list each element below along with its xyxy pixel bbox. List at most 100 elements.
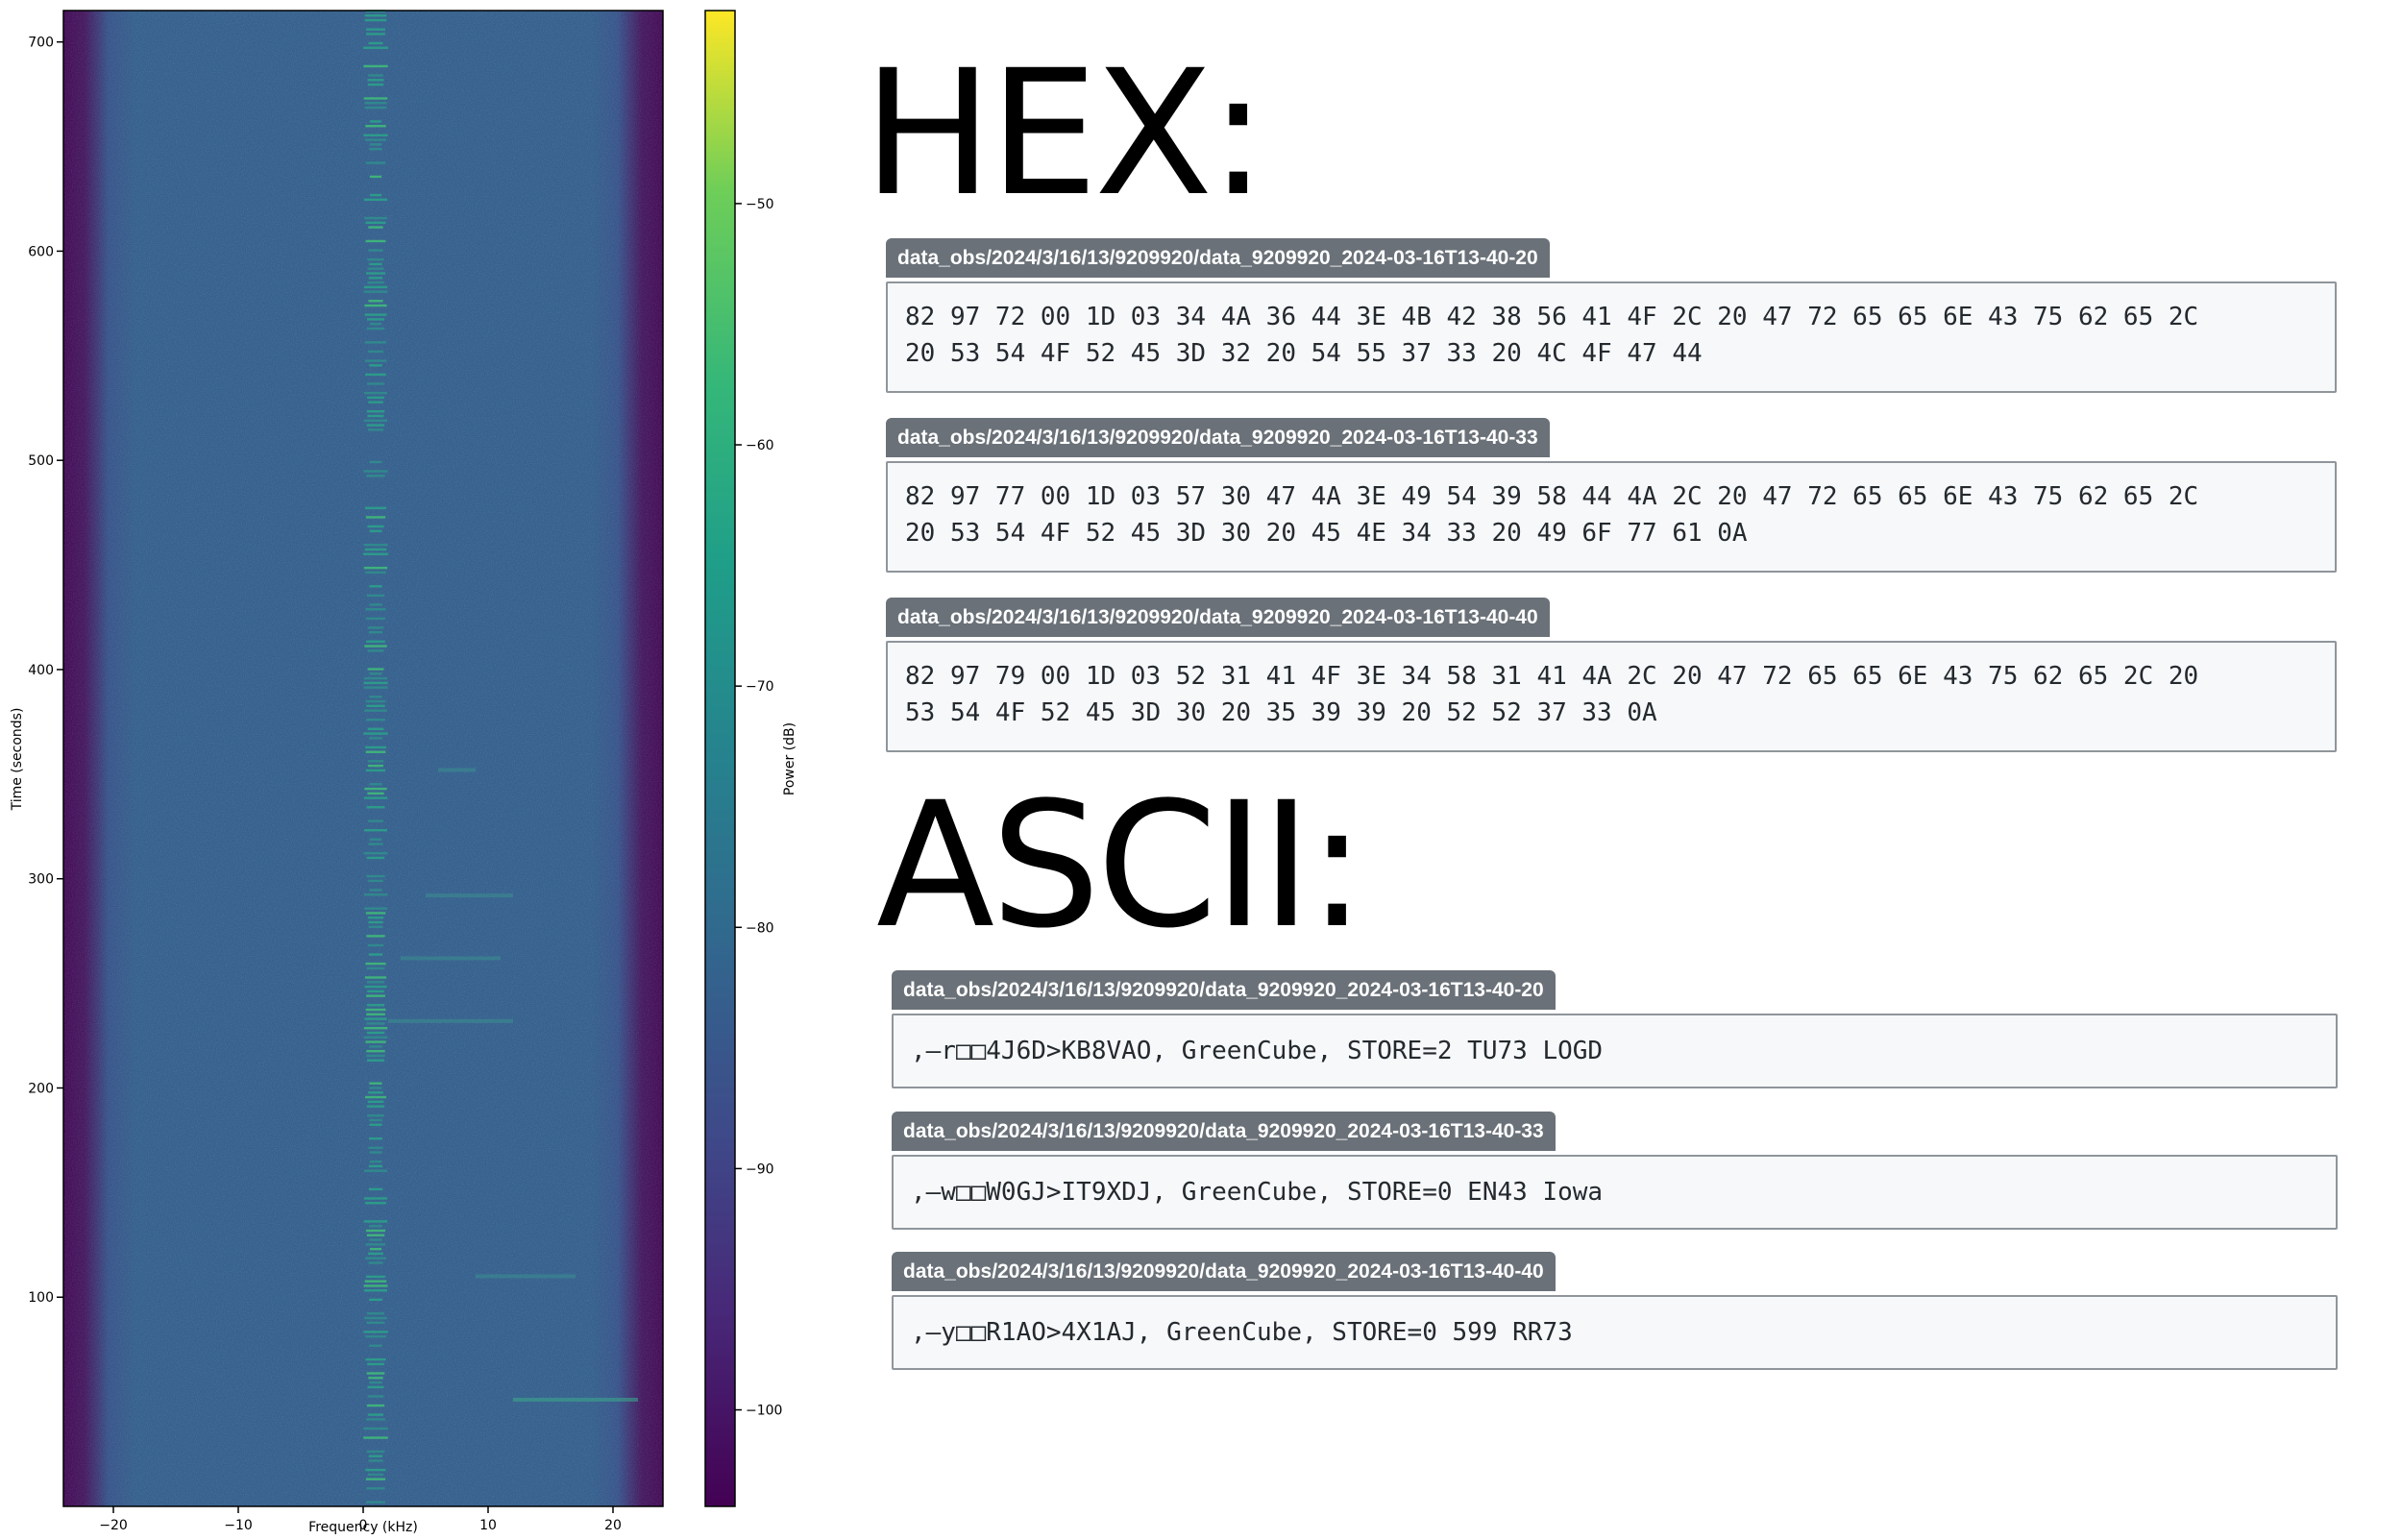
center-line-dash <box>368 925 383 928</box>
colorbar-label: Power (dB) <box>782 722 797 795</box>
center-line-dash <box>363 391 388 395</box>
center-line-dash <box>363 285 388 289</box>
center-line-dash <box>365 608 386 611</box>
center-line-dash <box>364 709 387 712</box>
center-line-dash <box>366 704 385 708</box>
center-line-dash <box>368 41 383 45</box>
center-line-dash <box>365 912 386 915</box>
center-line-dash <box>364 304 387 307</box>
center-line-dash <box>363 46 388 49</box>
center-line-dash <box>366 966 385 970</box>
center-line-dash <box>367 917 384 919</box>
center-line-dash <box>369 737 382 740</box>
center-line-dash <box>366 1013 385 1016</box>
center-line-dash <box>369 1045 382 1048</box>
center-line-dash <box>369 1123 382 1127</box>
center-line-dash <box>366 594 385 598</box>
center-line-dash <box>368 350 383 354</box>
center-line-dash <box>368 300 383 303</box>
center-line-dash <box>364 645 387 648</box>
colorbar-tick-label: −100 <box>746 1404 782 1419</box>
colorbar: −50 −60 −70 −80 −90 −100 Power (dB) <box>704 10 797 1507</box>
center-line-dash <box>364 787 387 791</box>
spectrogram-plot <box>62 10 664 1507</box>
center-line-dash <box>369 696 382 698</box>
center-line-dash <box>367 267 384 270</box>
x-tick-label: −20 <box>99 1518 128 1533</box>
hex-entry-3-code[interactable]: 82 97 79 00 1D 03 52 31 41 4F 3E 34 58 3… <box>886 641 2337 752</box>
center-line-dash <box>365 516 386 519</box>
ascii-entry-3-code[interactable]: ,—y□□R1AO>4X1AJ, GreenCube, STORE=0 599 … <box>892 1295 2338 1370</box>
center-line-dash <box>365 1257 386 1259</box>
center-line-dash <box>366 28 385 31</box>
ascii-entry-1-path: data_obs/2024/3/16/13/9209920/data_92099… <box>892 970 1556 1010</box>
center-line-dash <box>369 120 382 123</box>
center-line-dash <box>363 732 388 735</box>
center-line-dash <box>365 699 386 703</box>
center-line-dash <box>366 475 385 477</box>
center-line-dash <box>366 1487 385 1490</box>
center-line-dash <box>367 626 384 629</box>
center-line-dash <box>368 1164 383 1168</box>
center-line-dash <box>369 147 382 151</box>
center-line-dash <box>369 783 382 786</box>
center-line-dash <box>365 1478 386 1480</box>
center-line-dash <box>367 428 384 431</box>
center-line-dash <box>363 681 388 685</box>
center-line-dash <box>368 74 383 77</box>
hex-entry-2-code[interactable]: 82 97 77 00 1D 03 57 30 47 4A 3E 49 54 3… <box>886 461 2337 573</box>
center-line-dash <box>369 193 382 197</box>
y-tick-label: 400 <box>28 663 54 678</box>
y-tick-label: 300 <box>28 872 54 888</box>
center-line-dash <box>363 893 388 896</box>
center-line-dash <box>367 792 384 795</box>
center-line-dash <box>363 1220 388 1223</box>
center-line-dash <box>364 1169 387 1172</box>
center-line-dash <box>368 401 383 403</box>
center-line-dash <box>365 1008 386 1012</box>
center-line-dash <box>364 102 387 105</box>
ascii-entry-1-code[interactable]: ,—r□□4J6D>KB8VAO, GreenCube, STORE=2 TU7… <box>892 1014 2338 1088</box>
signal-event-streak <box>476 1274 576 1279</box>
ascii-entry-3-path: data_obs/2024/3/16/13/9209920/data_92099… <box>892 1252 1556 1291</box>
center-line-dash <box>364 313 387 316</box>
center-line-dash <box>367 79 384 82</box>
center-line-dash <box>363 552 388 555</box>
center-line-dash <box>369 175 382 179</box>
signal-events <box>388 768 638 1402</box>
hex-entry-1-code[interactable]: 82 97 72 00 1D 03 34 4A 36 44 3E 4B 42 3… <box>886 281 2337 393</box>
ascii-entry-2-path: data_obs/2024/3/16/13/9209920/data_92099… <box>892 1112 1556 1151</box>
center-line-dash <box>366 318 385 321</box>
ascii-entry-2-code[interactable]: ,—w□□W0GJ>IT9XDJ, GreenCube, STORE=0 EN4… <box>892 1155 2338 1230</box>
center-line-dash <box>363 1197 388 1200</box>
center-line-dash <box>364 1316 387 1320</box>
center-line-dash <box>369 1224 382 1228</box>
x-tick-label: 20 <box>604 1518 622 1533</box>
center-line-dash <box>366 1450 385 1454</box>
center-line-dash <box>368 1413 383 1416</box>
center-line-dash <box>363 290 388 293</box>
center-line-dash <box>365 138 386 141</box>
center-line-dash <box>365 1229 386 1233</box>
center-line-dash <box>367 257 384 261</box>
center-line-dash <box>369 143 382 146</box>
center-line-dash <box>364 106 387 110</box>
center-line-dash <box>365 506 386 510</box>
y-axis: 100 200 300 400 500 600 700 <box>28 36 63 1306</box>
center-line-dash <box>365 272 386 275</box>
center-line-dash <box>369 364 382 367</box>
center-line-dash <box>369 1082 382 1085</box>
center-line-dash <box>369 1137 382 1140</box>
center-line-dash <box>367 1395 384 1398</box>
signal-event-streak <box>426 893 513 898</box>
y-tick-label: 600 <box>28 244 54 259</box>
center-line-dash <box>367 525 384 528</box>
center-line-dash <box>366 1022 385 1025</box>
center-line-dash <box>365 239 386 243</box>
colorbar-tick-label: −60 <box>746 438 774 453</box>
center-line-dash <box>364 976 387 979</box>
x-tick-label: 0 <box>359 1518 368 1533</box>
center-line-dash <box>367 649 384 652</box>
colorbar-tick-label: −90 <box>746 1161 774 1177</box>
center-line-dash <box>369 1087 382 1089</box>
